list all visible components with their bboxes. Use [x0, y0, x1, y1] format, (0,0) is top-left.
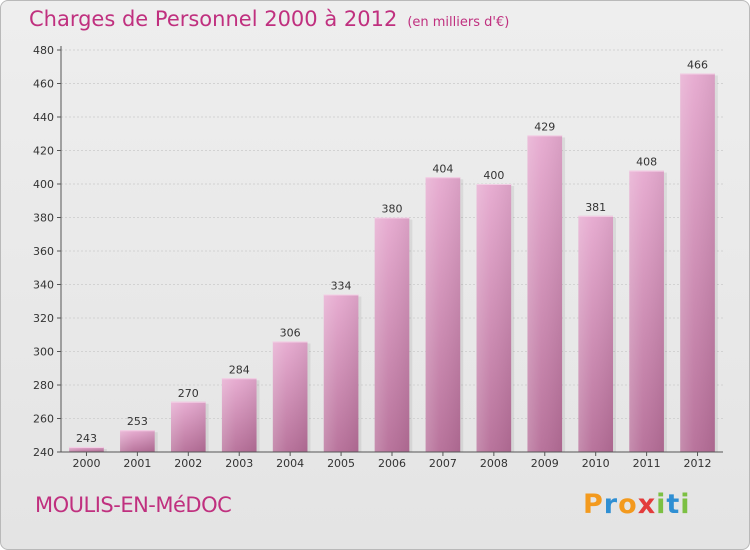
bar-value-label: 404 — [432, 162, 453, 175]
x-tick-label: 2007 — [429, 457, 457, 470]
bar-value-label: 243 — [76, 432, 97, 445]
bar-value-label: 400 — [483, 169, 504, 182]
x-tick-label: 2001 — [123, 457, 151, 470]
bar-highlight — [221, 378, 257, 452]
bar-value-label: 381 — [585, 201, 606, 214]
y-tick-label: 380 — [33, 212, 54, 225]
bars-layer: 243 253 270 284 306 334 380 404 400 429 381 408 466 — [69, 58, 718, 453]
bar-value-label: 429 — [534, 120, 555, 133]
bar-value-label: 253 — [127, 415, 148, 428]
logo-letter: r — [603, 489, 619, 520]
x-tick-label: 2004 — [276, 457, 304, 470]
y-tick-label: 300 — [33, 346, 54, 359]
axis-layer: 240 260 280 300 320 340 360 380 400 420 440 460 480 2… — [33, 44, 723, 470]
x-tick-label: 2011 — [633, 457, 661, 470]
bar-value-label: 408 — [636, 156, 657, 169]
logo-letter: o — [618, 489, 638, 520]
x-tick-label: 2000 — [72, 457, 100, 470]
y-tick-label: 460 — [33, 78, 54, 91]
bar-value-label: 466 — [687, 58, 708, 71]
x-tick-label: 2012 — [684, 457, 712, 470]
chart-title-text: Charges de Personnel 2000 à 2012 — [29, 7, 398, 31]
x-tick-label: 2008 — [480, 457, 508, 470]
y-tick-label: 280 — [33, 379, 54, 392]
y-tick-label: 340 — [33, 279, 54, 292]
y-tick-label: 400 — [33, 178, 54, 191]
bar-highlight — [527, 135, 563, 453]
bar-highlight — [170, 401, 206, 452]
bar-highlight — [680, 73, 715, 452]
bar-value-label: 306 — [280, 326, 301, 339]
proxiti-logo: Proxiti — [583, 489, 691, 520]
bar-highlight — [69, 446, 104, 452]
bar-value-label: 334 — [331, 280, 352, 293]
bar-highlight — [374, 217, 410, 452]
x-tick-label: 2010 — [582, 457, 610, 470]
y-tick-label: 240 — [33, 446, 54, 459]
logo-letter: P — [583, 489, 604, 520]
unit-note: (en milliers d'€) — [407, 15, 510, 30]
bar-highlight — [476, 184, 512, 452]
x-tick-label: 2003 — [225, 457, 253, 470]
y-tick-label: 320 — [33, 312, 54, 325]
chart-title: Charges de Personnel 2000 à 2012 (en mill… — [29, 7, 509, 31]
y-tick-label: 440 — [33, 111, 54, 124]
bar-highlight — [272, 341, 308, 452]
logo-letter: x — [637, 489, 657, 520]
y-tick-label: 420 — [33, 145, 54, 158]
bar-highlight — [629, 170, 664, 452]
bar-highlight — [323, 294, 359, 452]
y-tick-label: 360 — [33, 245, 54, 258]
bar-highlight — [425, 177, 461, 453]
bar-value-label: 380 — [382, 203, 403, 216]
bar-value-label: 270 — [178, 387, 199, 400]
bar-value-label: 284 — [229, 363, 250, 376]
x-tick-label: 2009 — [531, 457, 559, 470]
logo-letter: t — [666, 489, 681, 520]
x-tick-label: 2002 — [174, 457, 202, 470]
commune-name: MOULIS-EN-MéDOC — [35, 493, 232, 517]
logo-letter: i — [680, 489, 691, 520]
logo-letter: i — [656, 489, 667, 520]
y-tick-label: 260 — [33, 413, 54, 426]
x-tick-label: 2006 — [378, 457, 406, 470]
x-tick-label: 2005 — [327, 457, 355, 470]
bar-highlight — [120, 430, 155, 452]
bar-highlight — [578, 215, 614, 452]
y-tick-label: 480 — [33, 44, 54, 57]
